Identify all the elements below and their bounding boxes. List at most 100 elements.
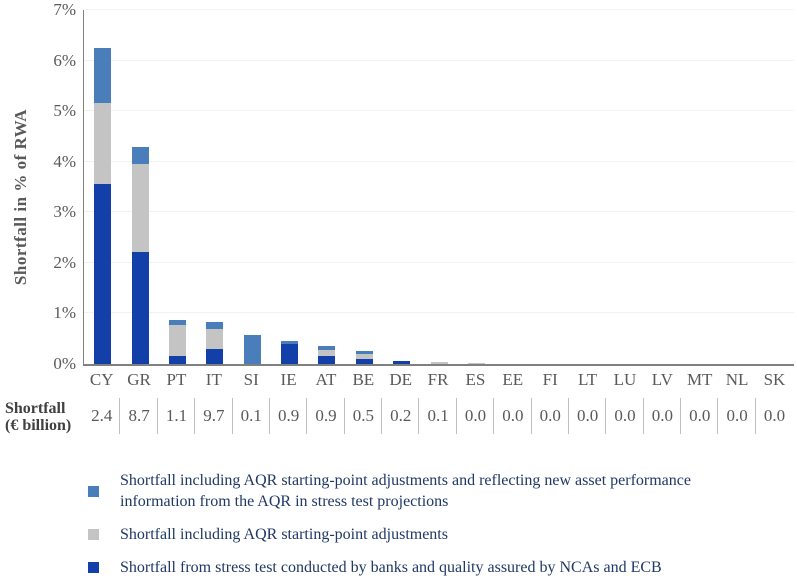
y-tick-label-2: 2% <box>53 252 76 272</box>
bar-segment-pt-aqr_new_info <box>168 319 186 326</box>
legend-label-stress_test: Shortfall from stress test conducted by … <box>120 559 662 576</box>
x-label-mt: MT <box>686 370 713 389</box>
x-label-fr: FR <box>427 370 449 389</box>
table-cell-nl: 0.0 <box>718 396 757 436</box>
bar-column-ee <box>495 10 532 364</box>
bar-pt <box>168 319 186 364</box>
x-label-at: AT <box>315 370 337 389</box>
x-label-ie: IE <box>280 370 297 389</box>
table-cell-lt: 0.0 <box>569 396 607 436</box>
bar-segment-ie-stress_test <box>281 343 299 364</box>
table-cell-mt: 0.0 <box>681 396 719 436</box>
y-tick-label-7: 7% <box>53 0 76 19</box>
bar-segment-be-stress_test <box>355 358 373 364</box>
gridline-5pct <box>84 110 794 112</box>
bar-column-sk <box>757 10 794 364</box>
bar-segment-cy-aqr_new_info <box>94 47 112 104</box>
gridline-1pct <box>84 312 794 314</box>
bar-column-nl <box>719 10 756 364</box>
table-cell-cy: 2.4 <box>83 396 121 436</box>
x-label-lu: LU <box>613 370 637 389</box>
bar-be <box>355 351 373 364</box>
bar-column-lv <box>645 10 682 364</box>
x-label-es: ES <box>465 370 486 389</box>
bar-column-it <box>196 10 233 364</box>
table-cell-it: 9.7 <box>195 396 233 436</box>
bar-cy <box>94 47 112 364</box>
legend-swatch-stress_test-icon <box>88 562 99 573</box>
bar-ie <box>281 341 299 364</box>
table-cell-fi: 0.0 <box>532 396 570 436</box>
legend-label-aqr_adjustments: Shortfall including AQR starting-point a… <box>120 526 448 543</box>
gridline-6pct <box>84 59 794 61</box>
y-tick-label-5: 5% <box>53 101 76 121</box>
bar-segment-gr-stress_test <box>131 251 149 364</box>
legend-item-aqr_adjustments: Shortfall including AQR starting-point a… <box>88 524 788 545</box>
table-cell-at: 0.9 <box>307 396 346 436</box>
bar-column-de <box>383 10 420 364</box>
bar-segment-es-aqr_adjustments <box>467 363 485 364</box>
x-label-lv: LV <box>651 370 673 389</box>
x-label-gr: GR <box>127 370 151 389</box>
table-row-label: Shortfall (€ billion) <box>5 400 72 434</box>
bar-segment-pt-stress_test <box>168 356 186 364</box>
y-tick-label-6: 6% <box>53 50 76 70</box>
table-cell-be: 0.5 <box>345 396 383 436</box>
bar-column-pt <box>159 10 196 364</box>
bar-at <box>318 346 336 364</box>
legend-item-stress_test: Shortfall from stress test conducted by … <box>88 557 788 578</box>
x-label-sk: SK <box>763 370 786 389</box>
gridline-7pct <box>84 9 794 10</box>
table-cell-fr: 0.1 <box>419 396 458 436</box>
y-tick-label-3: 3% <box>53 202 76 222</box>
bar-segment-it-stress_test <box>206 349 224 364</box>
x-label-ee: EE <box>502 370 524 389</box>
bar-segment-fr-aqr_adjustments <box>430 362 448 364</box>
bar-segment-cy-aqr_adjustments <box>94 103 112 185</box>
bar-segment-it-aqr_adjustments <box>206 328 224 350</box>
gridline-3pct <box>84 211 794 213</box>
y-tick-label-0: 0% <box>53 354 76 373</box>
x-label-lt: LT <box>577 370 598 389</box>
legend-label-aqr_new_info: Shortfall including AQR starting-point a… <box>120 472 691 510</box>
bar-gr <box>131 146 149 364</box>
bar-column-be <box>346 10 383 364</box>
bar-column-gr <box>121 10 158 364</box>
bar-column-mt <box>682 10 719 364</box>
bar-column-si <box>234 10 271 364</box>
y-tick-label-1: 1% <box>53 303 76 323</box>
bar-column-at <box>308 10 345 364</box>
table-cell-lv: 0.0 <box>644 396 682 436</box>
x-label-cy: CY <box>89 370 114 389</box>
bars-container <box>84 10 794 364</box>
table-cell-sk: 0.0 <box>763 406 786 425</box>
table-cell-es: 0.0 <box>457 396 495 436</box>
x-label-nl: NL <box>725 370 749 389</box>
bar-column-ie <box>271 10 308 364</box>
plot-area <box>83 9 794 366</box>
bar-segment-at-stress_test <box>318 356 336 364</box>
bar-segment-pt-aqr_adjustments <box>168 325 186 357</box>
bar-column-fr <box>420 10 457 364</box>
table-cell-lu: 0.0 <box>606 396 645 436</box>
bar-de <box>393 361 411 364</box>
x-label-it: IT <box>205 370 222 389</box>
bar-column-fi <box>533 10 570 364</box>
x-label-fi: FI <box>542 370 558 389</box>
bar-segment-at-aqr_adjustments <box>318 350 336 357</box>
bar-segment-de-stress_test <box>393 361 411 364</box>
table-cell-pt: 1.1 <box>158 396 196 436</box>
gridline-2pct <box>84 261 794 263</box>
y-tick-label-4: 4% <box>53 151 76 171</box>
table-cell-gr: 8.7 <box>120 396 159 436</box>
bar-es <box>467 363 485 364</box>
legend-swatch-aqr_adjustments-icon <box>88 529 99 540</box>
bar-segment-gr-aqr_adjustments <box>131 163 149 252</box>
bar-column-lu <box>607 10 644 364</box>
x-label-pt: PT <box>166 370 187 389</box>
legend: Shortfall including AQR starting-point a… <box>88 470 788 588</box>
x-label-si: SI <box>243 370 259 389</box>
table-cell-ee: 0.0 <box>494 396 532 436</box>
bar-it <box>206 321 224 364</box>
